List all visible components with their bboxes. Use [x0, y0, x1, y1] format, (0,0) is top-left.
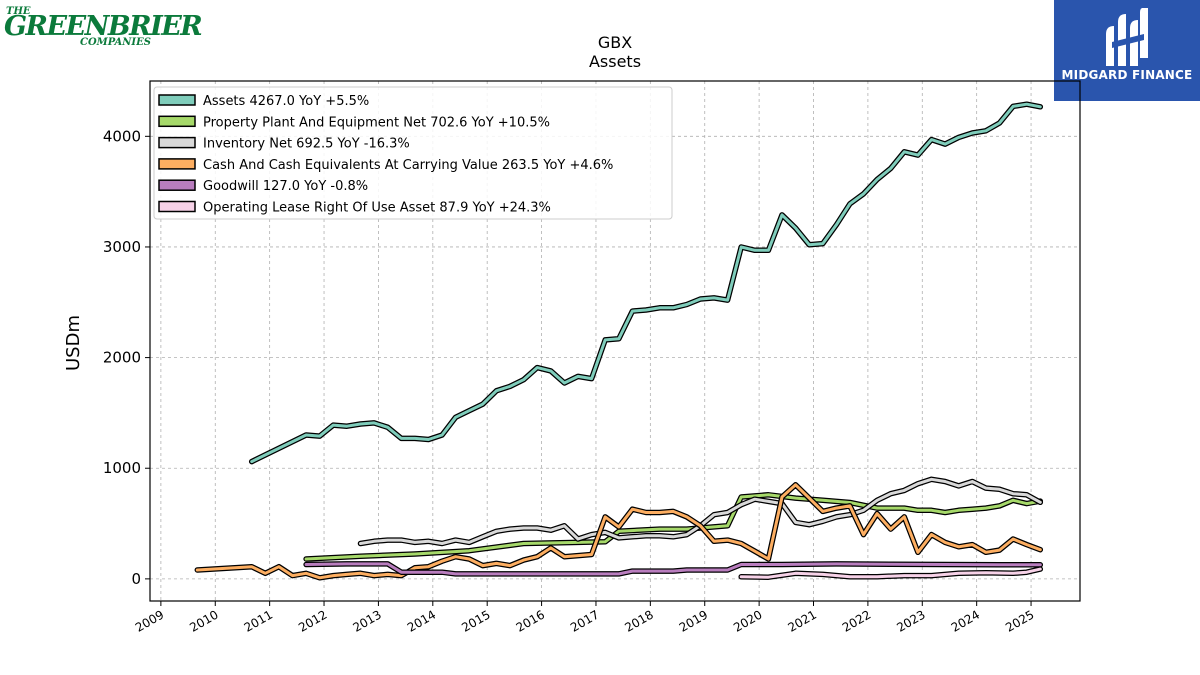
x-tick-label: 2021 — [786, 607, 819, 634]
legend: Assets 4267.0 YoY +5.5% Property Plant An… — [153, 86, 673, 220]
x-tick-label: 2025 — [1003, 607, 1036, 634]
series-5 — [303, 561, 1044, 577]
x-tick-label: 2019 — [677, 607, 710, 634]
series-2 — [303, 492, 1044, 562]
x-tick-label: 2013 — [350, 607, 383, 634]
publisher-name: MIDGARD FINANCE — [1061, 68, 1193, 82]
legend-label: Assets 4267.0 YoY +5.5% — [203, 94, 369, 109]
chart-subtitle: Assets — [589, 52, 641, 71]
company-logo: THE GREENBRIER COMPANIES — [4, 6, 203, 50]
company-logo-sub: COMPANIES — [80, 37, 151, 48]
legend-label: Inventory Net 692.5 YoY -16.3% — [203, 137, 410, 152]
x-tick-label: 2017 — [568, 607, 601, 634]
series-line — [195, 483, 1042, 580]
x-tick-label: 2020 — [731, 607, 764, 634]
y-tick-label: 1000 — [103, 459, 141, 477]
company-logo-name: GREENBRIER — [4, 11, 203, 42]
x-tick-label: 2023 — [894, 607, 927, 634]
x-tick-label: 2022 — [840, 607, 873, 634]
y-tick-label: 3000 — [103, 238, 141, 256]
x-tick-label: 2018 — [622, 607, 655, 634]
y-tick-label: 0 — [131, 570, 141, 588]
company-logo-the: THE — [6, 6, 31, 17]
y-tick-label: 4000 — [103, 127, 141, 145]
series-line — [250, 102, 1042, 464]
series-4 — [194, 482, 1044, 581]
legend-label: Goodwill 127.0 YoY -0.8% — [203, 179, 368, 194]
series-line — [304, 562, 1042, 576]
series-1 — [248, 101, 1044, 465]
x-tick-label: 2012 — [296, 607, 329, 634]
series-line — [304, 493, 1042, 561]
legend-swatch — [158, 136, 196, 149]
x-tick-label: 2015 — [459, 607, 492, 634]
publisher-mark-icon — [1106, 8, 1148, 66]
y-axis-label: USDm — [63, 315, 84, 371]
legend-swatch — [158, 179, 196, 191]
legend-label: Operating Lease Right Of Use Asset 87.9 … — [203, 201, 551, 216]
x-tick-label: 2010 — [187, 607, 220, 634]
x-tick-label: 2011 — [242, 607, 275, 634]
legend-swatch — [158, 158, 196, 170]
legend-label: Property Plant And Equipment Net 702.6 Y… — [203, 115, 550, 130]
legend-box — [153, 86, 673, 220]
series-6 — [738, 566, 1044, 580]
legend-swatch — [158, 200, 196, 213]
publisher-logo: MIDGARD FINANCE — [1054, 0, 1200, 101]
series-group — [194, 101, 1044, 581]
x-tick-label: 2009 — [133, 607, 166, 634]
legend-label: Cash And Cash Equivalents At Carrying Va… — [203, 158, 613, 173]
chart-title: GBX — [598, 33, 632, 52]
series-line-outline — [303, 492, 1044, 562]
x-tick-label: 2014 — [405, 607, 438, 634]
legend-swatch — [158, 94, 196, 106]
x-tick-label: 2024 — [949, 607, 982, 634]
plot-frame — [149, 80, 1081, 602]
x-tick-label: 2016 — [514, 607, 547, 634]
y-tick-label: 2000 — [103, 349, 141, 367]
series-line — [739, 567, 1042, 579]
legend-swatch — [158, 115, 196, 128]
